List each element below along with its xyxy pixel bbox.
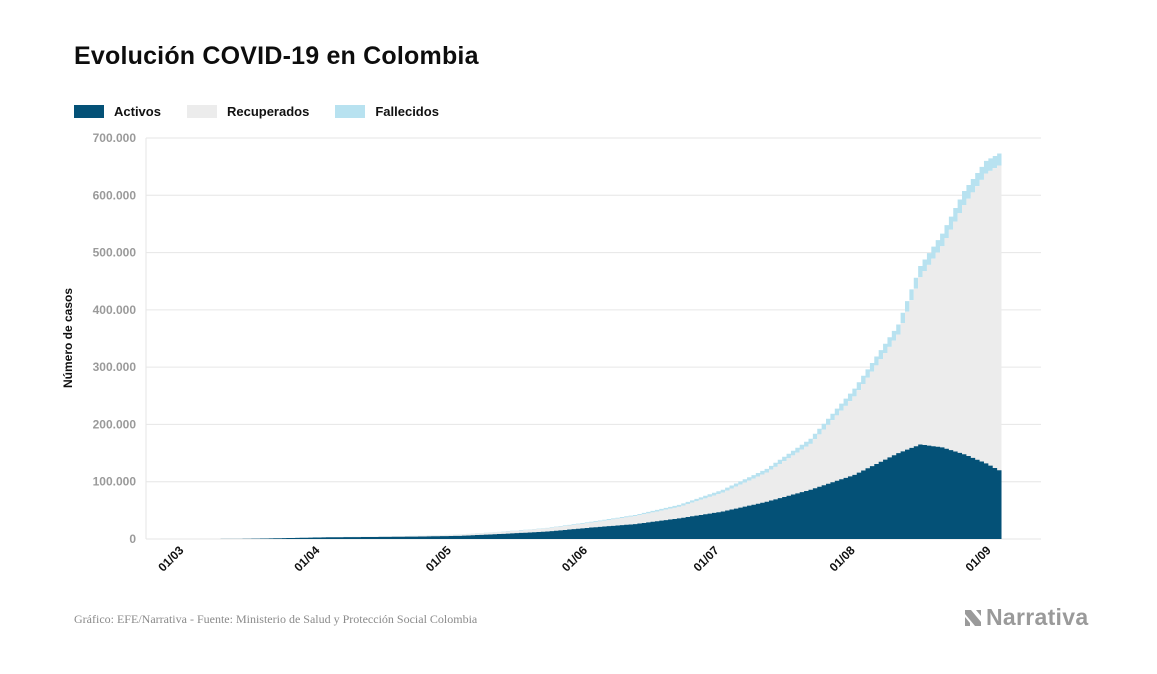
legend-item-activos: Activos — [74, 104, 161, 119]
x-tick-label: 01/05 — [423, 543, 454, 574]
x-tick-label: 01/06 — [559, 543, 590, 574]
area-series — [194, 153, 1002, 539]
narrativa-logo-icon — [965, 609, 981, 626]
y-tick-label: 300.000 — [93, 360, 137, 374]
legend-item-fallecidos: Fallecidos — [335, 104, 439, 119]
legend-swatch-activos — [74, 105, 104, 118]
x-tick-label: 01/04 — [291, 543, 322, 574]
legend-label-activos: Activos — [114, 104, 161, 119]
narrativa-logo: Narrativa — [963, 604, 1088, 631]
x-tick-label: 01/09 — [963, 543, 994, 574]
legend-swatch-recuperados — [186, 105, 217, 118]
chart-title: Evolución COVID-19 en Colombia — [74, 42, 479, 70]
source-footer: Gráfico: EFE/Narrativa - Fuente: Ministe… — [74, 612, 478, 626]
y-tick-label: 200.000 — [93, 417, 137, 431]
axes: 0 100.000 200.000 300.000 400.000 500.000 600.… — [93, 131, 994, 574]
x-tick-label: 01/08 — [827, 543, 858, 574]
legend-label-recuperados: Recuperados — [226, 104, 310, 119]
x-tick-label: 01/03 — [155, 543, 186, 574]
y-tick-label: 100.000 — [93, 475, 137, 489]
y-tick-label: 600.000 — [93, 188, 137, 202]
y-axis-label: Número de casos — [61, 288, 75, 388]
chart-legend: Activos Recuperados Fallecidos — [74, 104, 465, 119]
y-tick-label: 500.000 — [93, 246, 137, 260]
y-tick-label: 700.000 — [93, 131, 137, 145]
y-tick-label: 400.000 — [93, 303, 137, 317]
x-tick-label: 01/07 — [691, 543, 722, 574]
legend-label-fallecidos: Fallecidos — [375, 104, 439, 119]
legend-item-recuperados: Recuperados — [186, 104, 310, 119]
series-area-activos — [194, 444, 1002, 539]
narrativa-logo-text: Narrativa — [986, 604, 1089, 630]
y-tick-label: 0 — [129, 532, 136, 546]
legend-swatch-fallecidos — [335, 105, 366, 118]
